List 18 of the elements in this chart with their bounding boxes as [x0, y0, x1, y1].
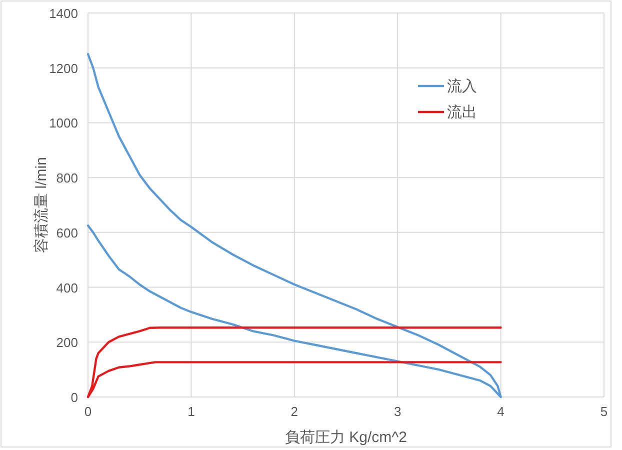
x-tick-label: 3 [394, 404, 402, 419]
legend-label: 流出 [447, 104, 477, 121]
y-tick-label: 200 [56, 335, 78, 350]
x-tick-label: 4 [497, 404, 504, 419]
y-tick-label: 0 [70, 390, 78, 405]
x-tick-label: 5 [600, 404, 608, 419]
y-tick-label: 1400 [49, 6, 78, 21]
x-tick-label: 0 [84, 404, 92, 419]
y-tick-label: 600 [56, 225, 78, 240]
y-tick-label: 800 [56, 170, 78, 186]
x-axis-title: 負荷圧力 Kg/cm^2 [284, 429, 408, 446]
x-tick-label: 1 [188, 404, 195, 419]
legend-label: 流入 [447, 78, 477, 95]
y-axis-title: 容積流量 l/min [33, 157, 50, 253]
y-tick-label: 1200 [49, 60, 78, 76]
y-tick-label: 400 [56, 280, 78, 296]
y-tick-label: 1000 [49, 116, 78, 131]
x-tick-label: 2 [290, 404, 298, 419]
